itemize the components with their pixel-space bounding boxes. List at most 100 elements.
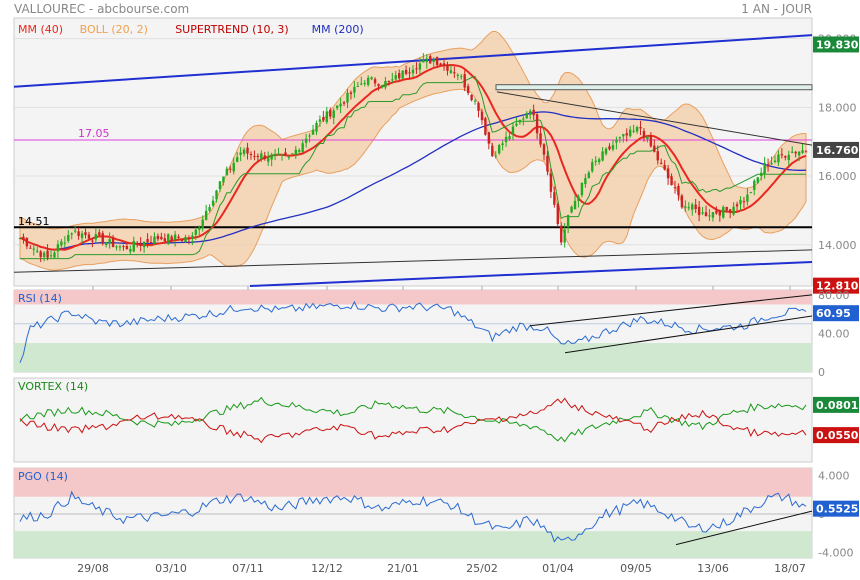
candle-body [604,148,608,154]
candle-body [446,65,449,71]
candle-body [311,129,315,135]
candle-body [398,73,401,79]
candle-body [439,63,442,66]
candle-body [739,199,742,205]
candle-body [163,238,166,242]
x-tick-label: 07/11 [232,562,264,575]
candle-body [49,255,53,257]
resistance-box [495,84,813,91]
candle-body [73,230,77,232]
candle-body [22,236,25,240]
candle-body [732,206,735,215]
candle-body [308,135,311,137]
candle-body [487,132,491,144]
rsi-y-tick: 0 [818,366,825,379]
candle-body [649,135,653,147]
candle-body [549,173,553,192]
candle-body [239,152,242,155]
candle-body [198,227,201,230]
pgo-current-bg [813,500,859,517]
chart-period: 1 AN - JOUR [741,2,812,16]
candle-body [780,154,784,156]
candle-body [670,176,673,186]
candle-body [735,204,739,207]
candle-body [104,242,108,246]
candle-body [129,248,132,252]
candle-body [32,248,35,250]
candle-body [508,136,511,139]
candle-body [784,156,787,158]
candle-body [725,206,728,211]
candle-body [597,159,601,163]
rsi-label: RSI (14) [18,292,62,305]
candle-body [518,119,522,123]
candle-body [611,145,615,150]
candle-body [177,236,180,239]
candle-body [63,242,67,244]
pgo-oversold-zone [14,531,812,558]
candle-body [532,109,535,116]
price-y-tick: 18.000 [818,101,857,114]
vortex-plus-current-bg [813,396,859,413]
candle-body [594,160,597,163]
candle-body [511,126,515,134]
candle-body [577,196,580,201]
candle-body [301,143,304,153]
candle-body [98,232,101,236]
candle-body [522,118,525,120]
candle-body [408,72,411,74]
upper-channel-line [13,34,813,88]
x-tick-label: 18/07 [774,562,806,575]
candle-body [618,137,622,139]
candle-body [411,69,415,74]
price-label: 12.810 [816,280,859,293]
candle-body [687,207,690,209]
x-tick-label: 13/06 [697,562,729,575]
candle-body [246,147,249,154]
candle-body [184,237,187,243]
candle-body [18,237,22,239]
candle-body [491,145,494,157]
candle-body [759,172,763,176]
candle-body [29,247,32,249]
candle-body [149,242,153,244]
candle-body [173,234,177,240]
candle-body [794,151,797,154]
rsi-trend-upper [529,294,813,327]
candle-body [77,231,80,236]
candle-body [804,151,808,153]
candle-body [656,151,659,161]
candle-body [208,207,211,211]
candle-body [122,246,125,248]
candle-body [353,86,356,93]
price-label-bg [813,36,859,53]
vortex-minus-current-bg [813,427,859,444]
candle-body [87,234,91,239]
candle-body [608,146,611,150]
candle-body [542,144,546,155]
candle-body [25,237,29,247]
candle-body [142,241,146,248]
candle-body [539,133,542,145]
candle-body [622,134,625,137]
legend-item: MM (40) [18,23,63,36]
candle-body [132,240,135,252]
candle-body [273,154,277,156]
candle-body [256,155,260,158]
candle-body [235,157,239,162]
supertrend-line [20,75,806,260]
candle-body [384,81,387,88]
candle-body [232,162,235,172]
candle-body [470,94,473,101]
candle-body [477,103,480,111]
candle-body [749,192,753,194]
candle-body [260,153,263,160]
candle-body [787,154,790,161]
candle-body [218,181,222,190]
candle-body [294,149,297,155]
candle-body [501,143,504,145]
candle-body [715,210,718,214]
legend-item: SUPERTREND (10, 3) [175,23,289,36]
vortex-panel-bg [13,377,813,463]
candle-body [632,130,635,132]
